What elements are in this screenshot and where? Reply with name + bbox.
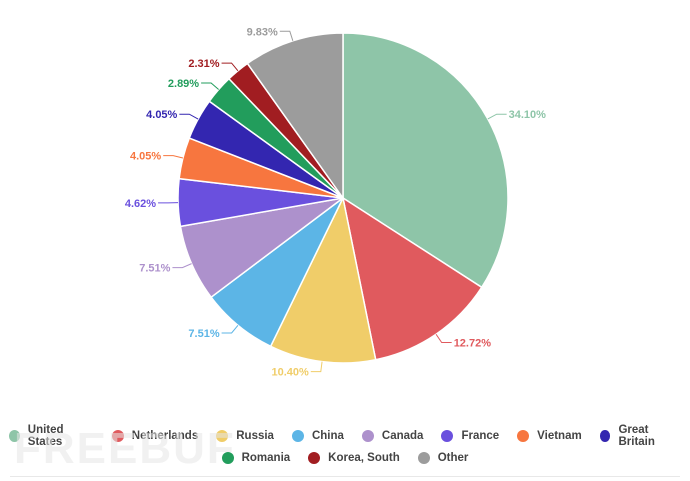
legend-row-1: United States Netherlands Russia China C… xyxy=(0,424,690,448)
data-label: 4.05% xyxy=(146,109,177,121)
watermark-logo: FREEBUF xyxy=(14,424,236,473)
data-label: 2.89% xyxy=(168,78,199,90)
legend-label: Other xyxy=(437,452,469,464)
legend-row-2: Romania Korea, South Other xyxy=(0,452,690,464)
legend-label: Canada xyxy=(381,430,424,442)
divider xyxy=(10,476,680,477)
legend-label: Russia xyxy=(236,430,274,442)
legend-label: Korea, South xyxy=(328,452,400,464)
legend-label: United States xyxy=(27,424,64,448)
pie-slice-russia[interactable] xyxy=(269,195,377,364)
legend-label: France xyxy=(461,430,500,442)
legend-label: Romania xyxy=(241,452,291,464)
legend-item[interactable]: United States xyxy=(9,424,94,448)
data-label: 4.62% xyxy=(125,198,156,210)
label-leader-line xyxy=(201,82,219,90)
data-label: 7.51% xyxy=(188,328,219,340)
legend-swatch xyxy=(361,430,374,442)
legend-swatch xyxy=(599,430,611,442)
legend-label: Netherlands xyxy=(131,430,199,442)
label-leader-line xyxy=(221,62,239,72)
label-leader-line xyxy=(279,30,294,41)
label-leader-line xyxy=(435,333,452,344)
legend-label: Great Britain xyxy=(618,424,655,448)
legend-swatch xyxy=(9,430,20,442)
legend-item[interactable]: Other xyxy=(417,452,469,464)
data-label: 7.51% xyxy=(139,263,170,275)
data-label: 12.72% xyxy=(454,338,492,350)
legend-swatch xyxy=(111,430,124,442)
label-leader-line xyxy=(487,113,507,120)
label-leader-line xyxy=(179,113,199,120)
data-label: 10.40% xyxy=(271,367,309,379)
label-leader-line xyxy=(163,155,184,159)
legend-item[interactable]: Great Britain xyxy=(599,424,681,448)
legend-swatch xyxy=(221,452,234,464)
legend-item[interactable]: Netherlands xyxy=(111,424,199,448)
pie-chart: 34.10% 12.72% 10.40% 7.51% 7.51% 4.62% 4.05% 4.… xyxy=(125,26,547,379)
data-label: 9.83% xyxy=(247,26,278,38)
legend-item[interactable]: Canada xyxy=(361,424,424,448)
label-leader-line xyxy=(221,324,239,334)
legend-swatch xyxy=(417,452,430,464)
legend-swatch xyxy=(517,430,530,442)
legend-item[interactable]: China xyxy=(291,424,344,448)
legend-swatch xyxy=(291,430,304,442)
legend-item[interactable]: France xyxy=(441,424,499,448)
legend-item[interactable]: Russia xyxy=(216,424,274,448)
legend-swatch xyxy=(441,430,454,442)
legend-item[interactable]: Vietnam xyxy=(517,424,582,448)
pie-slice-netherlands[interactable] xyxy=(341,196,483,361)
legend-swatch xyxy=(216,430,229,442)
data-label: 4.05% xyxy=(130,151,161,163)
legend-item[interactable]: Korea, South xyxy=(308,452,400,464)
legend-item[interactable]: Romania xyxy=(221,452,291,464)
legend-swatch xyxy=(308,452,321,464)
label-leader-line xyxy=(310,361,323,373)
label-leader-line xyxy=(172,263,192,269)
data-label: 2.31% xyxy=(188,58,219,70)
data-label: 34.10% xyxy=(509,109,547,121)
legend-label: Vietnam xyxy=(537,430,582,442)
legend-label: China xyxy=(311,430,344,442)
